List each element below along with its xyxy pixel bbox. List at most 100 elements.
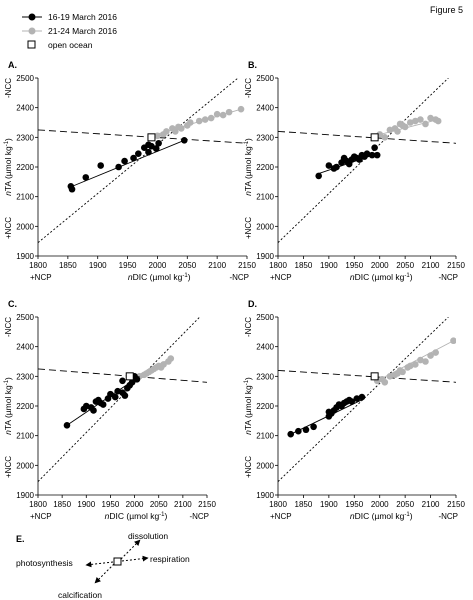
process-origin-square [113,557,122,566]
open-ocean-marker [370,372,379,381]
data-point [195,117,203,125]
plot-area [38,78,247,243]
x-tick-label: 2050 [150,500,168,509]
y-axis-title: nTA (µmol kg-1) [3,377,13,435]
data-point [163,128,170,135]
plot-area [38,317,207,482]
data-point [82,174,90,181]
reference-dashed-line [38,368,207,383]
calcification-arrow [94,563,115,584]
data-point [128,378,136,386]
x-tick-label: 1800 [29,261,47,270]
plot-area [278,78,456,243]
y-tick-label: 2200 [256,163,274,172]
y-tick-label: 2300 [256,133,274,142]
y-bottom-label: +NCC [244,217,253,239]
data-point [381,134,389,141]
data-point [368,151,376,159]
respiration-arrow [121,555,149,562]
respiration-label: respiration [150,554,190,564]
open-ocean-marker [125,372,134,381]
y-tick-label: 2400 [256,104,274,113]
data-point [325,408,333,416]
data-point [417,356,424,364]
dissolution-arrow [120,539,141,560]
data-point [358,393,366,401]
y-axis-title: nTA (µmol kg-1) [243,138,253,196]
x-tick-label: 1950 [345,500,363,509]
x-tick-label: 2000 [126,500,144,509]
x-right-label: -NCP [438,273,458,282]
data-point [422,120,429,128]
y-tick-label: 2100 [256,193,274,202]
figure-label: Figure 5 [430,5,463,15]
x-tick-label: 2150 [238,261,256,270]
x-tick-label: 2100 [174,500,192,509]
reference-dotted-line [38,317,201,482]
y-tick-label: 2000 [256,222,274,231]
data-point [394,128,401,135]
chart-panel-d: D. 1900 2000 2100 2200 2300 2400 2500 1800 1850 19… [243,299,465,521]
open-ocean-marker [370,133,379,142]
y-tick-label: 2300 [16,133,34,142]
x-axis-title: nDIC (µmol kg-1) [105,511,168,521]
data-point [412,361,419,368]
data-point [152,145,160,152]
data-point [422,358,429,365]
data-point [186,119,194,126]
x-left-label: +NCP [270,273,292,282]
x-tick-label: 2150 [447,261,465,270]
data-point [412,117,419,125]
data-point [213,110,221,118]
y-axis-title: nTA (µmol kg-1) [3,138,13,196]
y-tick-label: 2500 [256,313,274,322]
data-point [178,125,185,132]
photosynthesis-label: photosynthesis [16,558,73,568]
data-point [119,377,126,385]
x-tick-label: 1850 [295,261,313,270]
panel-label: A. [8,60,17,70]
y-tick-label: 2000 [16,222,34,231]
data-point [145,141,152,149]
legend-label-open-ocean: open ocean [48,40,93,50]
data-point [97,162,104,169]
data-point [287,430,295,438]
data-point [386,126,394,134]
y-tick-label: 2000 [16,461,34,470]
y-tick-label: 2200 [16,163,34,172]
legend: 16-19 March 2016 21-24 March 2016 open o… [22,12,117,50]
x-tick-label: 1850 [59,261,77,270]
legend-label-16-19: 16-19 March 2016 [48,12,117,22]
data-point [68,185,76,193]
y-top-label: -NCC [244,317,253,337]
x-tick-label: 1850 [53,500,71,509]
data-point [373,151,381,159]
y-axis-title: nTA (µmol kg-1) [243,377,253,435]
legend-marker-21-24 [28,27,36,35]
reference-dotted-line [38,78,239,243]
x-tick-label: 2050 [396,261,414,270]
data-point [434,117,442,125]
reference-dashed-line [278,369,456,383]
y-top-label: -NCC [244,78,253,98]
x-tick-label: 2050 [396,500,414,509]
data-point [348,398,356,405]
fit-line [70,139,185,188]
data-point [315,172,322,180]
y-tick-label: 2100 [256,432,274,441]
y-tick-label: 2200 [16,402,34,411]
data-point [432,349,439,356]
data-point [121,157,128,165]
chart-panel-a: A. 1900 2000 2100 2200 2300 2400 2500 1800 1850 19… [3,60,256,282]
x-tick-label: 1950 [119,261,137,270]
data-point [99,401,107,408]
data-point [160,361,167,368]
x-left-label: +NCP [30,512,52,521]
y-bottom-label: +NCC [4,456,13,478]
open-ocean-marker [147,133,156,142]
data-point [427,114,434,122]
y-bottom-label: +NCC [244,456,253,478]
dissolution-label: dissolution [128,531,168,541]
data-point [353,395,361,402]
